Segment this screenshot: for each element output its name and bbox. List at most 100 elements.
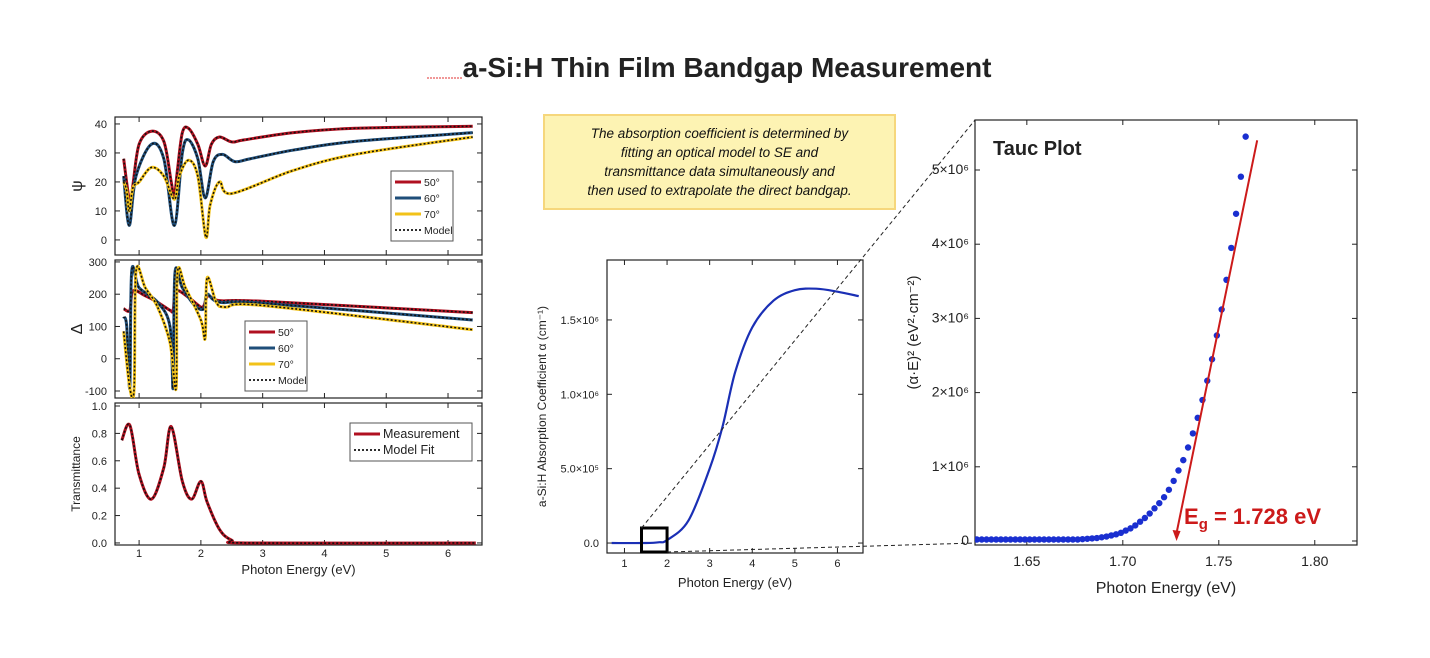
- legend-label: 60°: [424, 193, 440, 205]
- data-point: [1045, 536, 1053, 543]
- arrow-head-icon: [1172, 529, 1181, 541]
- data-point: [1146, 510, 1153, 517]
- data-point: [1170, 477, 1177, 485]
- figure-title: a-Si:H Thin Film Bandgap Measurement: [463, 52, 992, 83]
- y-axis-label: Δ: [69, 323, 86, 334]
- data-point: [1160, 494, 1168, 501]
- x-axis-label: Photon Energy (eV): [678, 575, 792, 590]
- y-tick-label: 0.8: [92, 428, 107, 440]
- data-point: [1122, 527, 1129, 534]
- fit-line: [1175, 140, 1259, 534]
- y-tick-label: 300: [89, 257, 107, 269]
- data-point: [1050, 536, 1057, 543]
- chart-panel-4: 1 2 3 4 5 6 0.0 5.0×10⁵ 1.0×10⁶ 1.5×10⁶ a-Si:H Abs…: [535, 259, 864, 590]
- y-tick-label: 4×10⁶: [932, 235, 969, 251]
- note-line: fitting an optical model to SE and: [620, 145, 819, 160]
- y-tick-label: 0.0: [92, 538, 107, 550]
- data-point: [1228, 244, 1235, 252]
- data-point: [1060, 536, 1067, 543]
- data-point: [1136, 518, 1144, 525]
- series-line-absorption: [611, 287, 859, 545]
- legend-label: 70°: [424, 209, 440, 221]
- y-tick-label: 0.4: [92, 483, 107, 495]
- model-line: [121, 423, 476, 544]
- data-point: [1112, 531, 1120, 538]
- x-tick-label: 6: [834, 558, 840, 570]
- y-tick-label: 20: [95, 177, 107, 189]
- legend-transmittance: Measurement Model Fit: [349, 422, 473, 462]
- data-point: [975, 538, 976, 541]
- data-point: [988, 536, 995, 543]
- y-tick-label: 0: [961, 532, 969, 548]
- legend-box: [349, 422, 473, 462]
- x-tick-label: 5: [383, 548, 389, 560]
- y-tick-label: 0.6: [92, 456, 107, 468]
- data-point: [1021, 536, 1029, 543]
- x-tick-label: 1.75: [1205, 553, 1232, 569]
- data-point: [1108, 532, 1115, 539]
- data-point: [1242, 133, 1249, 140]
- x-tick-label: 1.80: [1301, 553, 1328, 569]
- plot-area: [122, 124, 473, 239]
- plot-area: [975, 133, 1259, 543]
- data-point: [1074, 536, 1081, 543]
- model-line: [122, 136, 473, 239]
- x-tick-label: 6: [445, 548, 451, 560]
- y-tick-label: 0: [101, 235, 107, 247]
- data-point: [1189, 430, 1197, 437]
- chart-panel-5: 1.65 1.70 1.75 1.80 0 1×10⁶ 2×10⁶ 3×10⁶ 4×10⁶ 5×1…: [905, 119, 1358, 597]
- y-tick-label: 0.0: [584, 538, 599, 550]
- data-point: [1084, 535, 1091, 542]
- model-line: [123, 289, 473, 314]
- zoom-connector-line: [667, 542, 976, 553]
- data-point: [1151, 505, 1158, 512]
- explanation-note: The absorption coefficient is determined…: [543, 114, 896, 210]
- y-tick-label: 10: [95, 206, 107, 218]
- data-point: [1127, 525, 1134, 532]
- data-point: [997, 536, 1005, 543]
- plot-area: [122, 264, 473, 398]
- y-tick-label: 5.0×10⁵: [560, 464, 599, 476]
- data-point: [1031, 536, 1038, 543]
- zoom-connector-line: [641, 119, 976, 529]
- x-tick-label: 1: [621, 558, 627, 570]
- data-point: [975, 536, 981, 543]
- data-point: [1012, 536, 1019, 543]
- data-point: [1103, 533, 1110, 540]
- note-line: transmittance data simultaneously and: [604, 164, 835, 179]
- data-point: [1132, 522, 1139, 529]
- data-point: [1002, 536, 1009, 543]
- x-tick-label: 2: [664, 558, 670, 570]
- legend-label: Model Fit: [383, 443, 435, 457]
- data-point: [1180, 456, 1187, 464]
- y-tick-label: 1.0: [92, 401, 107, 413]
- legend-label: 50°: [278, 327, 294, 339]
- y-tick-label: 1.5×10⁶: [561, 315, 599, 327]
- legend-label: 50°: [424, 177, 440, 189]
- model-line: [122, 125, 473, 204]
- y-tick-label: 3×10⁶: [932, 309, 969, 325]
- legend-label: 70°: [278, 359, 294, 371]
- y-tick-label: 30: [95, 148, 107, 160]
- y-tick-label: 1×10⁶: [932, 458, 969, 474]
- legend-psi: 50° 60° 70° Model: [390, 170, 454, 242]
- y-tick-label: 200: [89, 289, 107, 301]
- data-point: [983, 536, 990, 543]
- legend-label: Measurement: [383, 427, 460, 441]
- data-point: [1007, 536, 1014, 543]
- data-point: [1141, 514, 1149, 522]
- x-tick-label: 1.65: [1013, 553, 1040, 569]
- plot-area: [611, 287, 859, 545]
- y-tick-label: 0.2: [92, 511, 107, 523]
- plot-frame: [974, 119, 1358, 546]
- y-tick-label: 2×10⁶: [932, 384, 969, 400]
- data-point: [1016, 536, 1024, 543]
- y-tick-label: -100: [85, 386, 107, 398]
- y-tick-label: 100: [89, 321, 107, 333]
- bandgap-subscript: g: [1199, 516, 1208, 533]
- data-point: [1055, 536, 1062, 543]
- data-point: [1093, 534, 1101, 542]
- x-tick-label: 1: [136, 548, 142, 560]
- series-line-60°: [122, 131, 473, 227]
